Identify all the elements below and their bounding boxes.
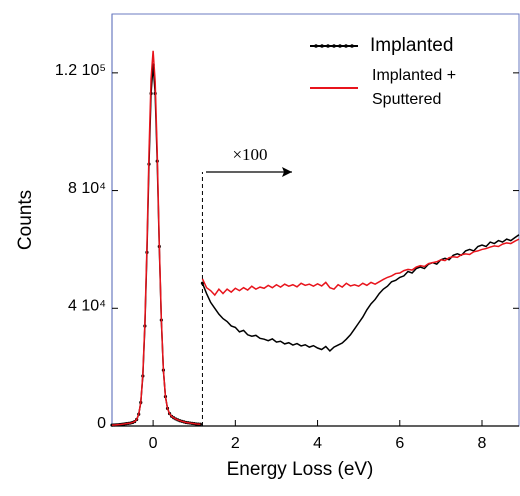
legend-label: Implanted + Sputtered [372,67,461,108]
y-tick-label: 8 10⁴ [68,180,106,197]
legend-label-line: Implanted + [372,67,461,84]
legend-marker [350,44,354,48]
legend-label-line: Sputtered [372,91,441,108]
annotation-arrowhead [282,167,292,177]
annotation: ×100 [232,145,267,164]
series-line [111,50,520,426]
x-tick-label: 6 [395,435,404,452]
series-line [111,64,520,426]
x-axis-label: Energy Loss (eV) [227,459,374,480]
series-marker [200,281,205,285]
x-tick-label: 0 [149,435,158,452]
x-tick-label: 2 [231,435,240,452]
y-tick-label: 1.2 10⁵ [55,62,106,79]
y-tick-label: 0 [97,415,106,432]
x-tick-label: 4 [313,435,322,452]
legend-marker [320,44,324,48]
y-axis-label: Counts [15,190,36,250]
legend-marker [326,44,330,48]
legend-marker [332,44,336,48]
legend-marker [338,44,342,48]
legend-label: Implanted [370,35,453,56]
legend-marker [344,44,348,48]
x-tick-label: 8 [478,435,487,452]
y-tick-label: 4 10⁴ [68,298,106,315]
legend-marker [314,44,318,48]
